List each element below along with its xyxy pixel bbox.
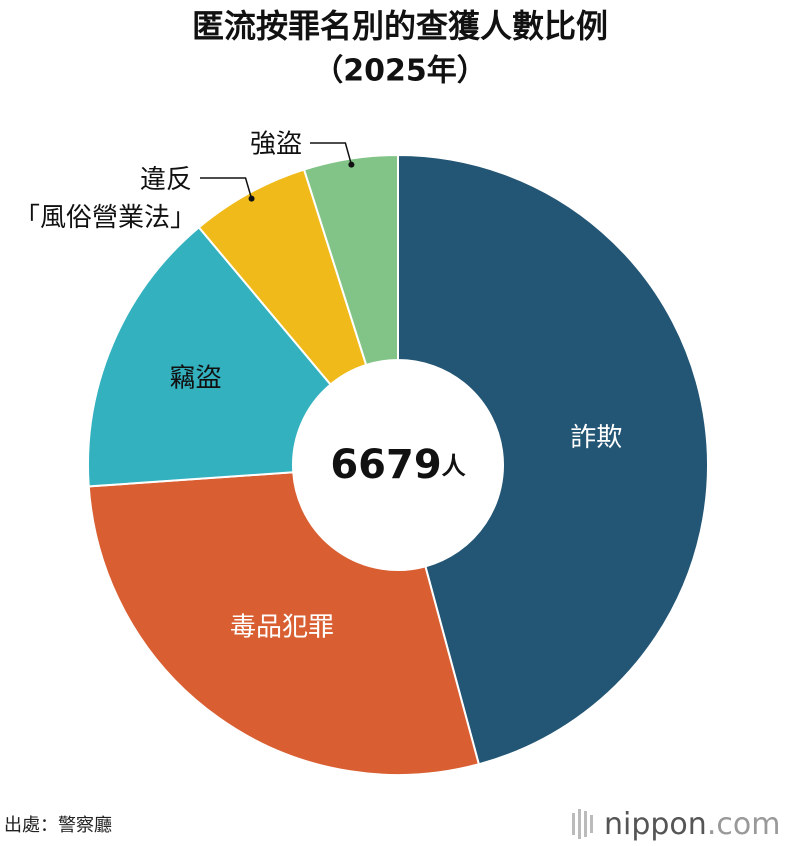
logo: nippon.com	[572, 807, 780, 842]
logo-bar	[572, 813, 575, 835]
label-line: 違反	[140, 165, 192, 195]
center-value: 6679	[330, 442, 441, 488]
slice	[302, 153, 399, 367]
chart-subtitle: （2025年）	[313, 54, 487, 89]
chart-title: 匿流按罪名別的查獲人數比例	[192, 7, 608, 45]
leader-line	[200, 177, 253, 199]
source: 出處：警察廳	[4, 815, 112, 836]
slice-label: 毒品犯罪	[230, 612, 334, 642]
logo-text: nippon.com	[604, 807, 780, 842]
logo-bar	[584, 811, 587, 837]
logo-name: nippon	[604, 807, 707, 842]
logo-suffix: .com	[707, 807, 781, 842]
slice-label: 強盜	[250, 130, 302, 160]
slice	[87, 471, 481, 776]
slice-label: 詐欺	[570, 423, 622, 453]
slice	[397, 153, 709, 766]
center-label: 6679人	[330, 442, 465, 488]
slice	[87, 225, 332, 488]
label-line: 「風俗營業法」	[14, 203, 196, 233]
logo-bar	[590, 815, 593, 833]
logo-bar	[578, 809, 581, 839]
slice-label: 竊盜	[170, 363, 222, 393]
slice-label: 違反「風俗營業法」	[14, 165, 196, 233]
center-unit: 人	[442, 452, 466, 480]
leader-line	[310, 142, 353, 165]
